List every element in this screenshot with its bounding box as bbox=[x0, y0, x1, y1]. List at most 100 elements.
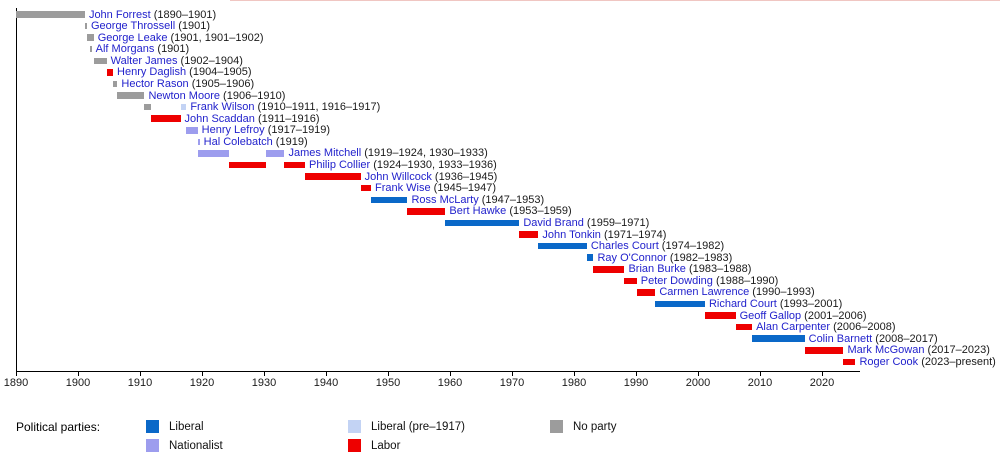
axis-tick-label: 1990 bbox=[623, 377, 649, 389]
premier-years: (1901) bbox=[154, 43, 190, 56]
premier-link[interactable]: George Leake bbox=[97, 31, 168, 44]
axis-tick bbox=[822, 371, 823, 376]
axis-tick bbox=[512, 371, 513, 376]
premier-label: Geoff Gallop (2001–2006) bbox=[740, 310, 867, 322]
term-bar bbox=[624, 277, 637, 285]
premier-link[interactable]: Frank Wise bbox=[375, 182, 431, 195]
premier-label: Walter James (1902–1904) bbox=[111, 55, 243, 67]
premier-label: Ray O'Connor (1982–1983) bbox=[597, 252, 732, 264]
axis-tick-label: 1930 bbox=[251, 377, 277, 389]
premier-label: George Leake (1901, 1901–1902) bbox=[98, 32, 264, 44]
axis-tick-label: 2020 bbox=[809, 377, 835, 389]
term-bar bbox=[144, 103, 151, 111]
premier-link[interactable]: Brian Burke bbox=[628, 263, 686, 276]
premier-years: (1901, 1901–1902) bbox=[167, 31, 264, 44]
premier-years: (1890–1901) bbox=[150, 8, 217, 21]
premier-years: (1936–1945) bbox=[431, 170, 498, 183]
premier-link[interactable]: John Willcock bbox=[364, 170, 432, 183]
axis-tick bbox=[760, 371, 761, 376]
axis-tick bbox=[388, 371, 389, 376]
premier-link[interactable]: John Tonkin bbox=[542, 228, 601, 241]
premier-link[interactable]: Carmen Lawrence bbox=[659, 286, 750, 299]
premier-label: George Throssell (1901) bbox=[91, 20, 210, 32]
premier-link[interactable]: Hal Colebatch bbox=[203, 135, 273, 148]
axis-tick-label: 2010 bbox=[747, 377, 773, 389]
axis-tick-label: 1980 bbox=[561, 377, 587, 389]
premier-years: (1974–1982) bbox=[658, 240, 725, 253]
premier-years: (1947–1953) bbox=[478, 193, 545, 206]
term-bar bbox=[704, 312, 736, 319]
term-bar bbox=[655, 300, 705, 308]
premier-link[interactable]: James Mitchell bbox=[288, 147, 362, 160]
premier-years: (1993–2001) bbox=[776, 298, 843, 310]
term-bar bbox=[180, 103, 187, 111]
premier-link[interactable]: John Scaddan bbox=[184, 112, 255, 125]
term-bar bbox=[360, 184, 371, 192]
premier-label: Bert Hawke (1953–1959) bbox=[449, 205, 571, 217]
premier-link[interactable]: Colin Barnett bbox=[808, 332, 873, 345]
premier-label: Philip Collier (1924–1930, 1933–1936) bbox=[309, 159, 497, 171]
premier-link[interactable]: Geoff Gallop bbox=[739, 309, 802, 322]
premier-link[interactable]: George Throssell bbox=[90, 20, 176, 33]
premier-link[interactable]: Henry Lefroy bbox=[201, 124, 265, 137]
premier-label: Henry Lefroy (1917–1919) bbox=[202, 124, 330, 136]
premier-years: (2001–2006) bbox=[801, 309, 867, 322]
term-bar bbox=[89, 45, 92, 53]
term-bar bbox=[804, 347, 844, 354]
axis-tick bbox=[202, 371, 203, 376]
top-red-line bbox=[230, 0, 1000, 1]
premier-link[interactable]: Alf Morgans bbox=[95, 43, 155, 56]
premier-years: (1971–1974) bbox=[600, 228, 667, 241]
term-bar bbox=[586, 254, 594, 261]
premier-link[interactable]: Bert Hawke bbox=[449, 205, 507, 218]
premier-link[interactable]: Charles Court bbox=[590, 240, 659, 253]
premier-link[interactable]: Ross McLarty bbox=[411, 193, 479, 206]
axis-tick-label: 1920 bbox=[189, 377, 215, 389]
premier-link[interactable]: Ray O'Connor bbox=[597, 251, 667, 264]
premier-years: (1910–1911, 1916–1917) bbox=[254, 101, 381, 114]
premier-label: John Forrest (1890–1901) bbox=[89, 9, 216, 21]
premier-years: (1990–1993) bbox=[749, 286, 815, 299]
premier-label: Alan Carpenter (2006–2008) bbox=[756, 321, 895, 333]
premier-years: (1906–1910) bbox=[220, 89, 286, 102]
premier-link[interactable]: Philip Collier bbox=[309, 159, 371, 172]
premier-link[interactable]: Peter Dowding bbox=[640, 274, 713, 287]
x-axis-line bbox=[16, 371, 860, 372]
legend-swatch-no_party bbox=[550, 420, 563, 433]
premier-link[interactable]: Mark McGowan bbox=[847, 344, 925, 357]
term-bar bbox=[843, 358, 856, 366]
premier-years: (1901) bbox=[175, 20, 211, 33]
premier-link[interactable]: Henry Daglish bbox=[117, 66, 187, 79]
term-bar bbox=[519, 231, 539, 238]
premier-link[interactable]: John Forrest bbox=[88, 8, 151, 21]
term-bar bbox=[305, 173, 361, 180]
premier-link[interactable]: Richard Court bbox=[708, 298, 777, 310]
premier-label: Hal Colebatch (1919) bbox=[204, 136, 308, 148]
term-bar bbox=[228, 161, 266, 169]
premier-years: (1919) bbox=[272, 135, 308, 148]
term-bar bbox=[106, 69, 114, 76]
premier-link[interactable]: Frank Wilson bbox=[190, 101, 255, 114]
premier-years: (1945–1947) bbox=[430, 182, 497, 195]
term-bar bbox=[265, 150, 285, 157]
premier-label: John Scaddan (1911–1916) bbox=[185, 113, 320, 125]
term-bar bbox=[636, 289, 656, 296]
premier-link[interactable]: Alan Carpenter bbox=[756, 321, 831, 334]
premier-link[interactable]: Walter James bbox=[110, 54, 178, 67]
premier-label: Ross McLarty (1947–1953) bbox=[411, 194, 544, 206]
term-bar bbox=[197, 138, 200, 146]
term-bar bbox=[284, 161, 306, 169]
premier-years: (1919–1924, 1930–1933) bbox=[361, 147, 488, 160]
term-bar bbox=[86, 34, 90, 41]
term-bar bbox=[752, 335, 805, 342]
premier-link[interactable]: Roger Cook bbox=[859, 355, 919, 368]
term-bar bbox=[117, 92, 145, 99]
axis-tick-label: 1900 bbox=[65, 377, 91, 389]
premier-link[interactable]: Hector Rason bbox=[121, 77, 189, 90]
premier-link[interactable]: Newton Moore bbox=[148, 89, 220, 102]
premier-label: James Mitchell (1919–1924, 1930–1933) bbox=[288, 147, 487, 159]
axis-tick-label: 1970 bbox=[499, 377, 525, 389]
premier-link[interactable]: David Brand bbox=[523, 216, 584, 229]
axis-tick-label: 1910 bbox=[127, 377, 153, 389]
